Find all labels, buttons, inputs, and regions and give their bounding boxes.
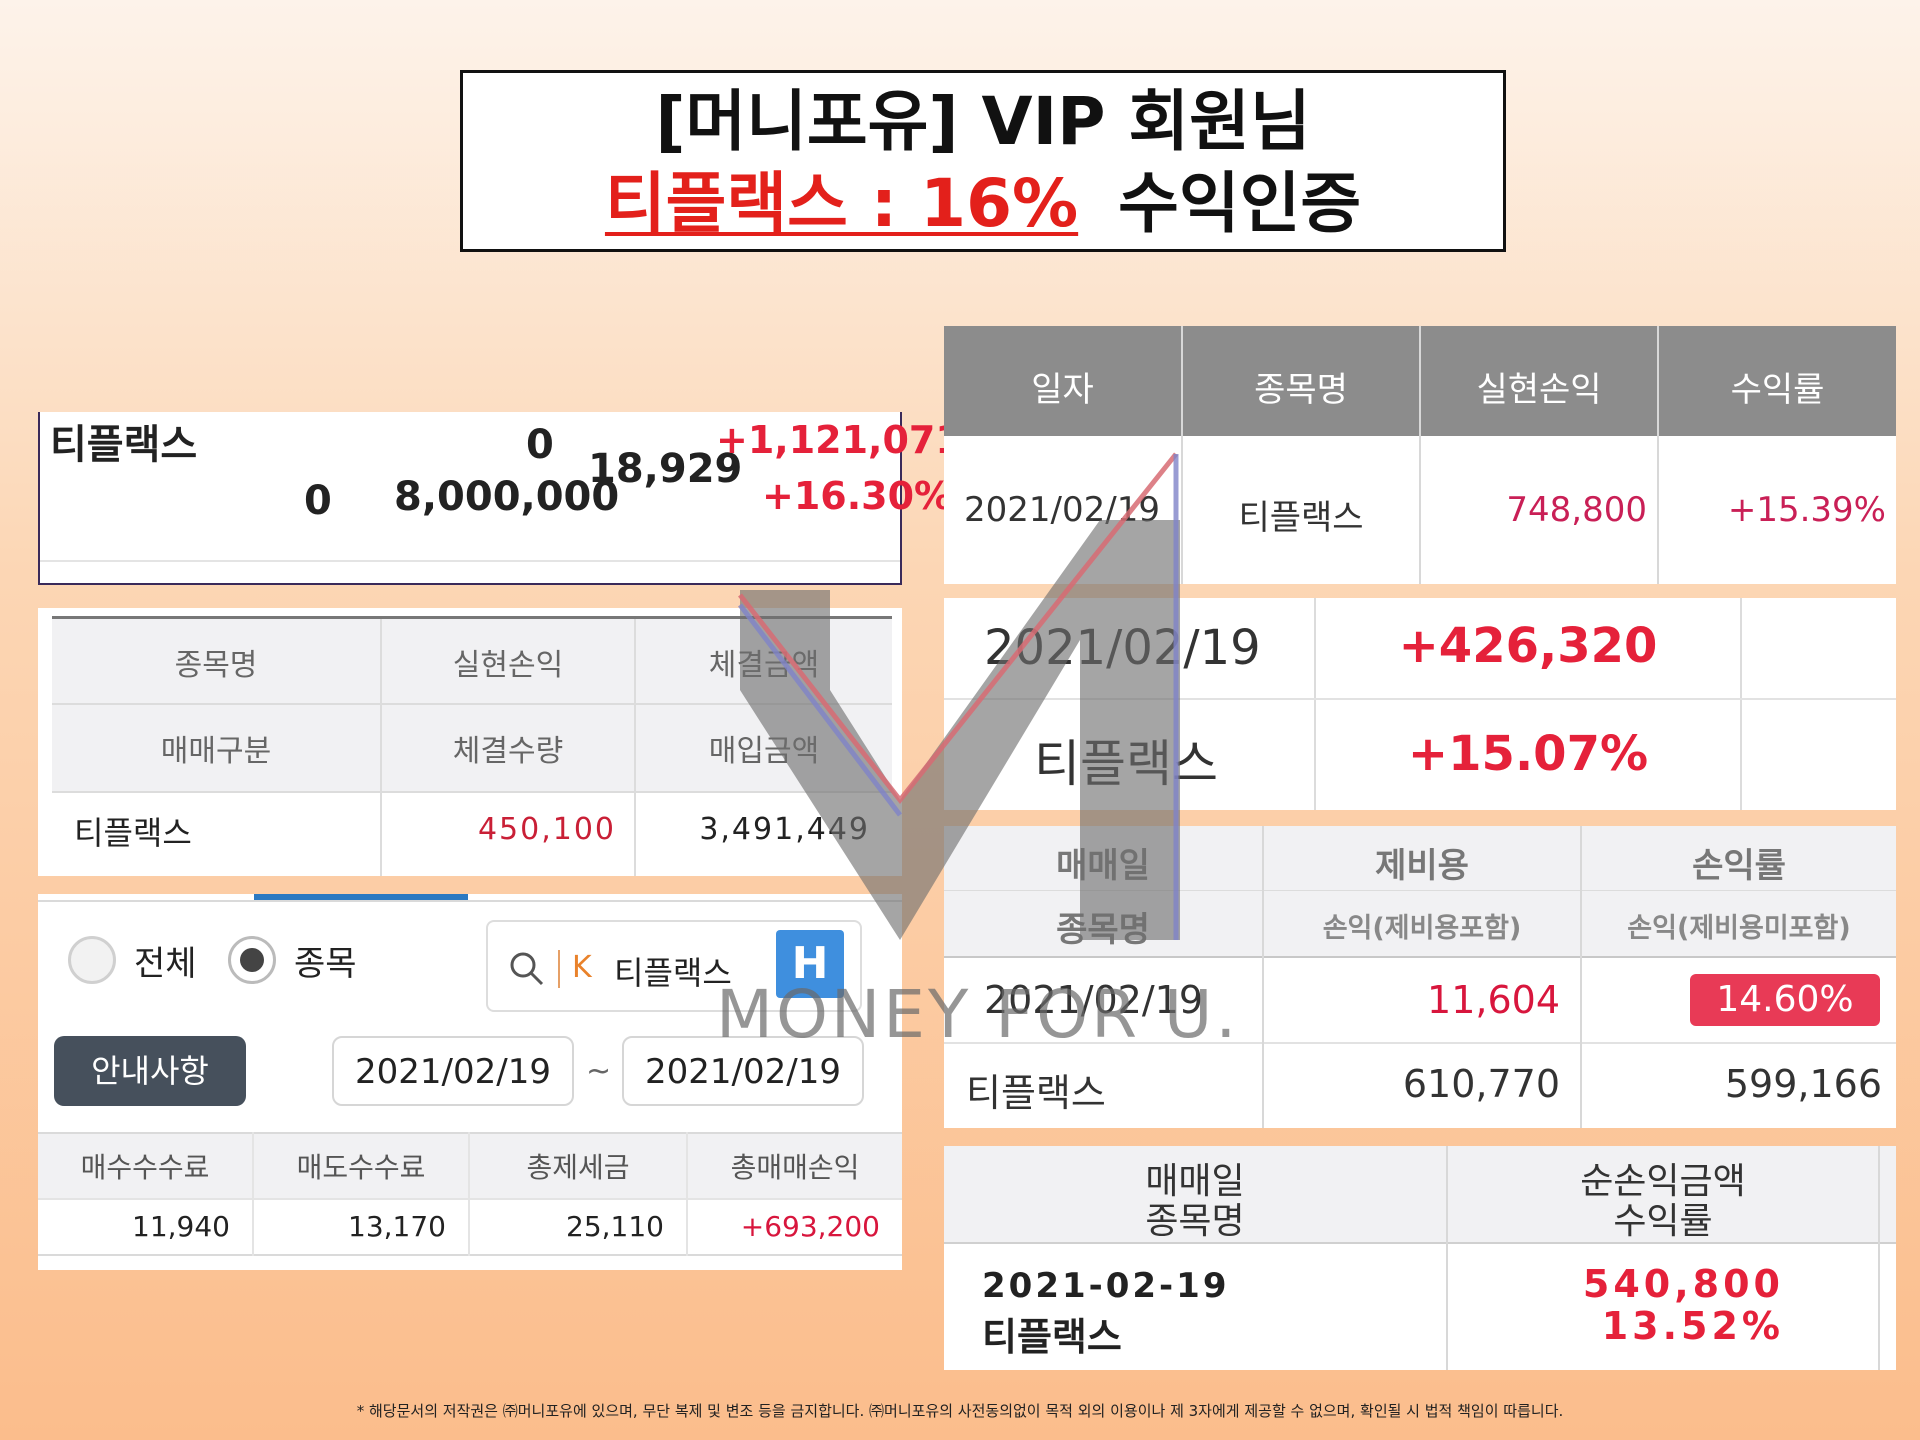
amount-value: 8,000,000 [394, 474, 620, 520]
value-total-tax: 25,110 [566, 1210, 664, 1243]
row-stock: 티플랙스 [1238, 498, 1364, 538]
title-box: [머니포유] VIP 회원님 티플랙스 : 16% 수익인증 [460, 70, 1506, 252]
header-date: 일자 [1031, 370, 1094, 410]
search-value: 티플랙스 [614, 954, 732, 992]
row-divider [40, 560, 900, 562]
title-suffix: 수익인증 [1118, 165, 1362, 242]
info-button-label: 안내사항 [91, 1052, 209, 1090]
holding-row-panel: 티플랙스 0 0 8,000,000 18,929 +1,121,071 +16… [38, 412, 962, 585]
header-net-profit: 순손익금액 [1580, 1161, 1746, 1202]
date-to-value: 2021/02/19 [645, 1052, 841, 1092]
h-badge-button[interactable]: H [776, 930, 844, 998]
copyright-footer: * 해당문서의 저작권은 ㈜머니포유에 있으며, 무단 복제 및 변조 등을 금… [356, 1402, 1564, 1420]
row-amount: 3,491,449 [699, 812, 870, 847]
zero-value-a: 0 [526, 422, 554, 468]
value-buy-fee: 11,940 [132, 1210, 230, 1243]
row-stock-name: 티플랙스 [982, 1315, 1122, 1359]
row-expenses: 11,604 [1427, 978, 1560, 1022]
row-stock-name: 티플랙스 [74, 814, 192, 852]
row-date: 2021/02/19 [964, 490, 1160, 530]
date-from-input[interactable]: 2021/02/19 [332, 1036, 574, 1106]
summary-rate: +15.07% [1407, 726, 1649, 782]
header-realized-profit: 실현손익 [1476, 370, 1602, 410]
header-realized-profit: 실현손익 [452, 648, 564, 683]
search-panel: 전체 종목 K 티플랙스 H 안내사항 2021/02/19 ~ 2021/02… [38, 894, 902, 1270]
row-pnl-rate-badge: 14.60% [1690, 974, 1880, 1026]
value-total-pnl: +693,200 [740, 1210, 880, 1243]
h-badge-label: H [791, 938, 829, 989]
row-pnl-rate: 14.60% [1716, 979, 1854, 1020]
radio-stock-label: 종목 [294, 944, 357, 984]
title-line1: [머니포유] VIP 회원님 [655, 83, 1311, 160]
header-total-tax: 총제세금 [526, 1151, 630, 1184]
summary-profit: +426,320 [1398, 618, 1658, 674]
net-profit-panel: 매매일 종목명 순손익금액 수익률 2021-02-19 티플랙스 540,80… [944, 1146, 1896, 1370]
date-tilde: ~ [586, 1054, 612, 1089]
price-value: 18,929 [588, 446, 743, 492]
radio-all[interactable] [68, 936, 116, 984]
summary-date: 2021/02/19 [984, 620, 1261, 676]
row-stock-name: 티플랙스 [966, 1071, 1106, 1115]
radio-stock[interactable] [228, 936, 276, 984]
header-pnl-rate: 손익률 [1692, 846, 1786, 886]
header-stock-name: 종목명 [1145, 1201, 1245, 1242]
header-return-rate: 수익률 [1613, 1201, 1713, 1242]
header-pnl-excl: 손익(제비용미포함) [1627, 913, 1851, 944]
radio-all-label: 전체 [134, 944, 197, 984]
header-total-pnl: 총매매손익 [730, 1151, 860, 1184]
trade-table-panel: 종목명 실현손익 체결금액 매매구분 체결수량 매입금액 티플랙스 450,10… [38, 608, 902, 876]
header-buy-fee: 매수수수료 [80, 1151, 210, 1184]
header-pnl-incl: 손익(제비용포함) [1322, 913, 1522, 944]
header-trade-date: 매매일 [1145, 1161, 1245, 1202]
rate-value: +16.30% [762, 474, 953, 518]
table-top-border [52, 616, 892, 619]
header-trade-date: 매매일 [1056, 846, 1150, 886]
info-button[interactable]: 안내사항 [54, 1036, 246, 1106]
header-return-rate: 수익률 [1730, 370, 1825, 410]
summary-panel: 2021/02/19 +426,320 티플랙스 +15.07% [944, 598, 1896, 810]
row-return-rate: 13.52% [1601, 1304, 1784, 1348]
date-from-value: 2021/02/19 [355, 1052, 551, 1092]
title-line2: 티플랙스 : 16% 수익인증 [463, 163, 1503, 245]
market-k-label: K [572, 950, 592, 985]
realized-table-panel: 일자 종목명 실현손익 수익률 2021/02/19 티플랙스 748,800 … [944, 326, 1896, 584]
profit-value: +1,121,071 [716, 418, 962, 462]
header-sell-fee: 매도수수료 [296, 1151, 426, 1184]
header-buy-amount: 매입금액 [708, 734, 820, 769]
zero-value-b: 0 [304, 478, 332, 524]
header-expenses: 제비용 [1375, 846, 1469, 886]
search-icon [510, 952, 544, 986]
row-rate: +15.39% [1727, 490, 1886, 530]
header-trade-type: 매매구분 [160, 734, 272, 769]
date-to-input[interactable]: 2021/02/19 [622, 1036, 864, 1106]
row-pnl-incl: 610,770 [1402, 1062, 1560, 1106]
summary-stock: 티플랙스 [1034, 735, 1218, 793]
header-stock-name: 종목명 [1254, 370, 1348, 410]
header-exec-qty: 체결수량 [452, 734, 564, 769]
tab-indicator [254, 894, 468, 900]
header-exec-amount: 체결금액 [708, 648, 820, 683]
row-trade-date: 2021-02-19 [982, 1266, 1230, 1306]
header-stock-name: 종목명 [1056, 910, 1150, 950]
header-stock-name: 종목명 [174, 648, 258, 683]
row-pnl-excl: 599,166 [1724, 1062, 1882, 1106]
stock-name: 티플랙스 [50, 422, 198, 468]
value-sell-fee: 13,170 [348, 1210, 446, 1243]
row-net-profit: 540,800 [1582, 1262, 1784, 1306]
row-trade-date: 2021/02/19 [984, 978, 1204, 1022]
watermark-text: MONEY FOR U. [716, 976, 1240, 1053]
title-highlight: 티플랙스 : 16% [604, 165, 1079, 242]
row-profit: 450,100 [477, 812, 616, 847]
row-profit: 748,800 [1506, 490, 1647, 530]
